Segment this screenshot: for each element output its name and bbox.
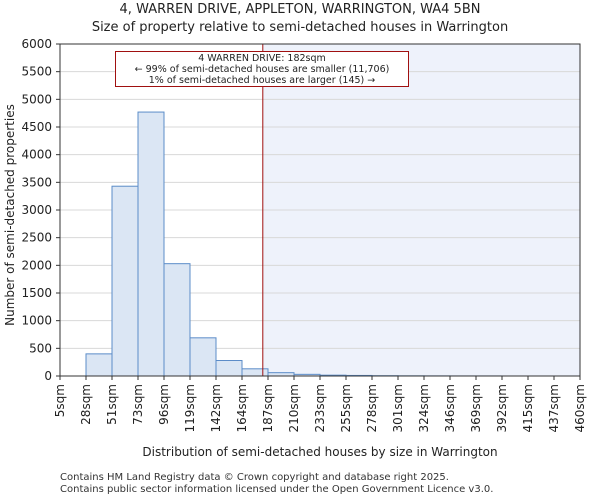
x-tick-label: 255sqm xyxy=(339,384,353,432)
y-tick-label: 6000 xyxy=(21,37,52,51)
annotation-line-2: ← 99% of semi-detached houses are smalle… xyxy=(134,64,390,75)
x-tick-label: 437sqm xyxy=(547,384,561,432)
chart-subtitle: Size of property relative to semi-detach… xyxy=(91,20,509,35)
x-tick-label: 119sqm xyxy=(183,384,197,432)
y-axis-label: Number of semi-detached properties xyxy=(3,104,17,326)
bar xyxy=(189,337,217,377)
y-tick-label: 2000 xyxy=(21,258,52,272)
chart-title: 4, WARREN DRIVE, APPLETON, WARRINGTON, W… xyxy=(119,2,481,17)
x-tick-label: 210sqm xyxy=(287,384,301,432)
x-tick-label: 392sqm xyxy=(495,384,509,432)
x-tick-label: 233sqm xyxy=(313,384,327,432)
annotation-box: 4 WARREN DRIVE: 182sqm ← 99% of semi-det… xyxy=(115,51,409,87)
y-tick-label: 4500 xyxy=(21,120,52,134)
y-tick-label: 3000 xyxy=(21,203,52,217)
x-tick-label: 51sqm xyxy=(105,384,119,425)
x-tick-label: 278sqm xyxy=(365,384,379,432)
x-tick-label: 73sqm xyxy=(131,384,145,425)
bar xyxy=(111,185,139,377)
x-tick-label: 164sqm xyxy=(235,384,249,432)
bar xyxy=(137,111,165,377)
x-tick-label: 346sqm xyxy=(443,384,457,432)
x-tick-label: 369sqm xyxy=(469,384,483,432)
annotation-line-1: 4 WARREN DRIVE: 182sqm xyxy=(198,53,326,64)
y-tick-label: 2500 xyxy=(21,231,52,245)
x-tick-label: 5sqm xyxy=(53,384,67,417)
y-tick-label: 500 xyxy=(29,341,52,355)
bar xyxy=(215,360,243,377)
footer-line-1: Contains HM Land Registry data © Crown c… xyxy=(60,472,449,483)
x-tick-label: 415sqm xyxy=(521,384,535,432)
x-axis-label: Distribution of semi-detached houses by … xyxy=(142,445,498,459)
footer-line-2: Contains public sector information licen… xyxy=(60,484,494,495)
y-tick-label: 0 xyxy=(44,369,52,383)
x-tick-label: 301sqm xyxy=(391,384,405,432)
x-tick-label: 460sqm xyxy=(573,384,587,432)
x-tick-label: 324sqm xyxy=(417,384,431,432)
x-tick-label: 28sqm xyxy=(79,384,93,425)
y-tick-label: 5500 xyxy=(21,65,52,79)
y-tick-label: 5000 xyxy=(21,92,52,106)
y-tick-label: 3500 xyxy=(21,175,52,189)
y-tick-label: 4000 xyxy=(21,148,52,162)
annotation-line-3: 1% of semi-detached houses are larger (1… xyxy=(148,75,376,86)
y-tick-label: 1500 xyxy=(21,286,52,300)
x-tick-label: 187sqm xyxy=(261,384,275,432)
bar xyxy=(163,263,191,377)
bar xyxy=(241,368,269,377)
y-tick-label: 1000 xyxy=(21,314,52,328)
x-tick-label: 142sqm xyxy=(209,384,223,432)
bar xyxy=(85,353,113,377)
x-tick-label: 96sqm xyxy=(157,384,171,425)
